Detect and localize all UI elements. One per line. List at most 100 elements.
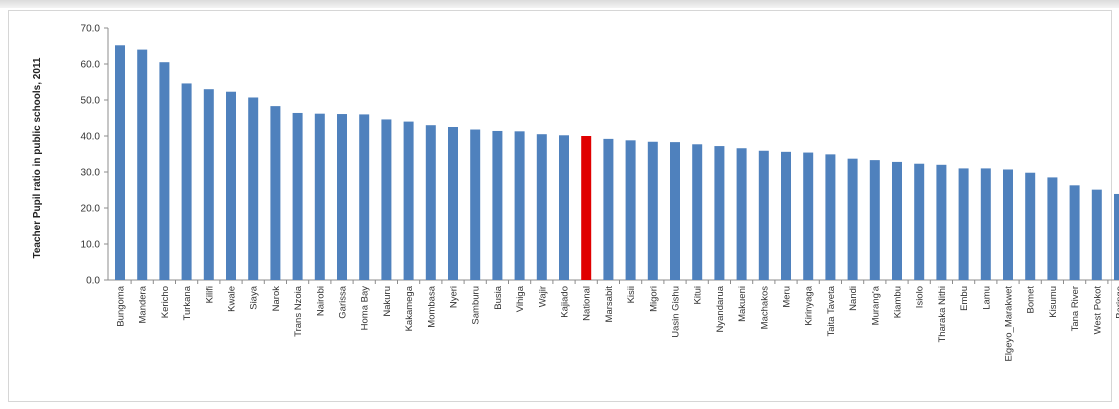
- bar-nyandarua: [714, 146, 725, 280]
- y-axis-title: Teacher Pupil ratio in public schools, 2…: [32, 57, 43, 258]
- category-label: Bungoma: [116, 285, 127, 326]
- category-label: Kisumu: [1048, 286, 1059, 318]
- bar-bungoma: [115, 45, 125, 280]
- y-tick-label: 40.0: [81, 132, 101, 143]
- bar-mombasa: [425, 125, 436, 280]
- category-label: Samburu: [471, 286, 482, 325]
- bar-nandi: [847, 158, 858, 280]
- bar-siaya: [248, 97, 259, 280]
- bar-trans-nzoia: [292, 112, 303, 281]
- category-label: Kiambu: [893, 286, 904, 318]
- y-tick-label: 20.0: [81, 204, 101, 215]
- category-label: Baringo: [1115, 286, 1119, 319]
- bar-mandera: [137, 49, 148, 280]
- category-label: Nandi: [848, 286, 859, 311]
- category-label: Tharaka Nithi: [937, 286, 948, 343]
- bar-embu: [958, 168, 969, 280]
- category-label: Nyeri: [449, 286, 460, 308]
- bar-west-pokot: [1091, 189, 1102, 280]
- category-label: Trans Nzoia: [293, 285, 304, 337]
- category-label: Meru: [782, 286, 793, 308]
- bar-kirinyaga: [803, 152, 814, 280]
- bar-tharaka-nithi: [936, 164, 947, 280]
- category-label: Vihiga: [515, 285, 526, 312]
- bar-nairobi: [314, 113, 325, 281]
- bar-kitui: [692, 144, 703, 280]
- category-label: Uasin Gishu: [671, 286, 682, 338]
- bar-narok: [270, 106, 281, 281]
- category-label: Wajir: [537, 286, 548, 307]
- category-label: Mandera: [138, 285, 149, 323]
- bar-kajiado: [559, 135, 569, 280]
- category-label: Homa Bay: [360, 286, 371, 331]
- y-tick-label: 30.0: [81, 168, 101, 179]
- bar-meru: [781, 151, 791, 280]
- category-label: Marsabit: [604, 286, 615, 323]
- category-label: Embu: [959, 286, 970, 311]
- category-label: Isiolo: [915, 286, 926, 308]
- bar-kisumu: [1047, 177, 1058, 280]
- category-label: Migori: [648, 286, 659, 312]
- category-label: Bomet: [1026, 286, 1037, 314]
- bar-wajir: [536, 134, 547, 280]
- bar-taita-taveta: [825, 154, 836, 280]
- bar-kwale: [226, 91, 236, 280]
- bar-vihiga: [514, 131, 525, 280]
- category-label: Mombasa: [426, 285, 437, 327]
- bar-elgeyo-marakwet: [1003, 169, 1013, 280]
- category-label: Murang'a: [870, 285, 881, 325]
- bar-isiolo: [914, 163, 925, 280]
- bar-turkana: [181, 83, 192, 280]
- bar-nakuru: [381, 119, 392, 280]
- category-label: Nakuru: [382, 286, 393, 317]
- bar-kiambu: [892, 161, 902, 280]
- y-tick-label: 10.0: [81, 240, 101, 251]
- category-label: Kitui: [693, 286, 704, 304]
- bar-machakos: [758, 150, 769, 280]
- bar-baringo: [1114, 193, 1119, 280]
- bar-kakamega: [403, 121, 414, 280]
- category-label: Kwale: [227, 286, 238, 312]
- y-tick-label: 0.0: [86, 276, 100, 287]
- category-label: Siaya: [249, 285, 260, 309]
- category-labels: Bungoma Mandera Kericho Turkana Kilifi Kwale S…: [116, 285, 1119, 361]
- bar-makueni: [736, 148, 747, 280]
- bar-marsabit: [603, 138, 614, 280]
- bar-migori: [647, 141, 658, 280]
- category-label: National: [582, 286, 593, 321]
- bar-kericho: [159, 62, 170, 281]
- category-label: Kisii: [626, 286, 637, 303]
- bar-busia: [492, 130, 503, 280]
- bars: [115, 45, 1119, 281]
- category-label: West Pokot: [1092, 286, 1103, 335]
- category-label: Machakos: [759, 286, 770, 330]
- bar-bomet: [1025, 172, 1036, 280]
- y-tick-label: 70.0: [81, 24, 101, 35]
- category-label: Kericho: [160, 286, 171, 318]
- category-label: Garissa: [338, 285, 349, 318]
- category-label: Taita Taveta: [826, 285, 837, 336]
- category-label: Kilifi: [204, 286, 215, 303]
- bar-kilifi: [203, 89, 214, 280]
- y-tick-label: 60.0: [81, 60, 101, 71]
- bar-national: [581, 136, 592, 280]
- bar-nyeri: [448, 127, 458, 280]
- category-label: Turkana: [182, 285, 193, 320]
- category-label: Kirinyaga: [804, 285, 815, 325]
- y-tick-label: 50.0: [81, 96, 101, 107]
- bar-tana-river: [1069, 185, 1080, 280]
- category-label: Lamu: [981, 286, 992, 310]
- bar-garissa: [337, 114, 347, 280]
- top-strip: [0, 0, 1119, 8]
- category-label: Busia: [493, 285, 504, 309]
- category-label: Elgeyo_Marakwet: [1004, 286, 1015, 362]
- bar-murang-a: [869, 160, 880, 280]
- bar-homa-bay: [359, 114, 370, 281]
- category-label: Kakamega: [404, 285, 415, 331]
- bar-uasin-gishu: [670, 142, 680, 280]
- category-label: Narok: [271, 286, 282, 312]
- category-label: Nyandarua: [715, 285, 726, 332]
- category-label: Tana River: [1070, 286, 1081, 331]
